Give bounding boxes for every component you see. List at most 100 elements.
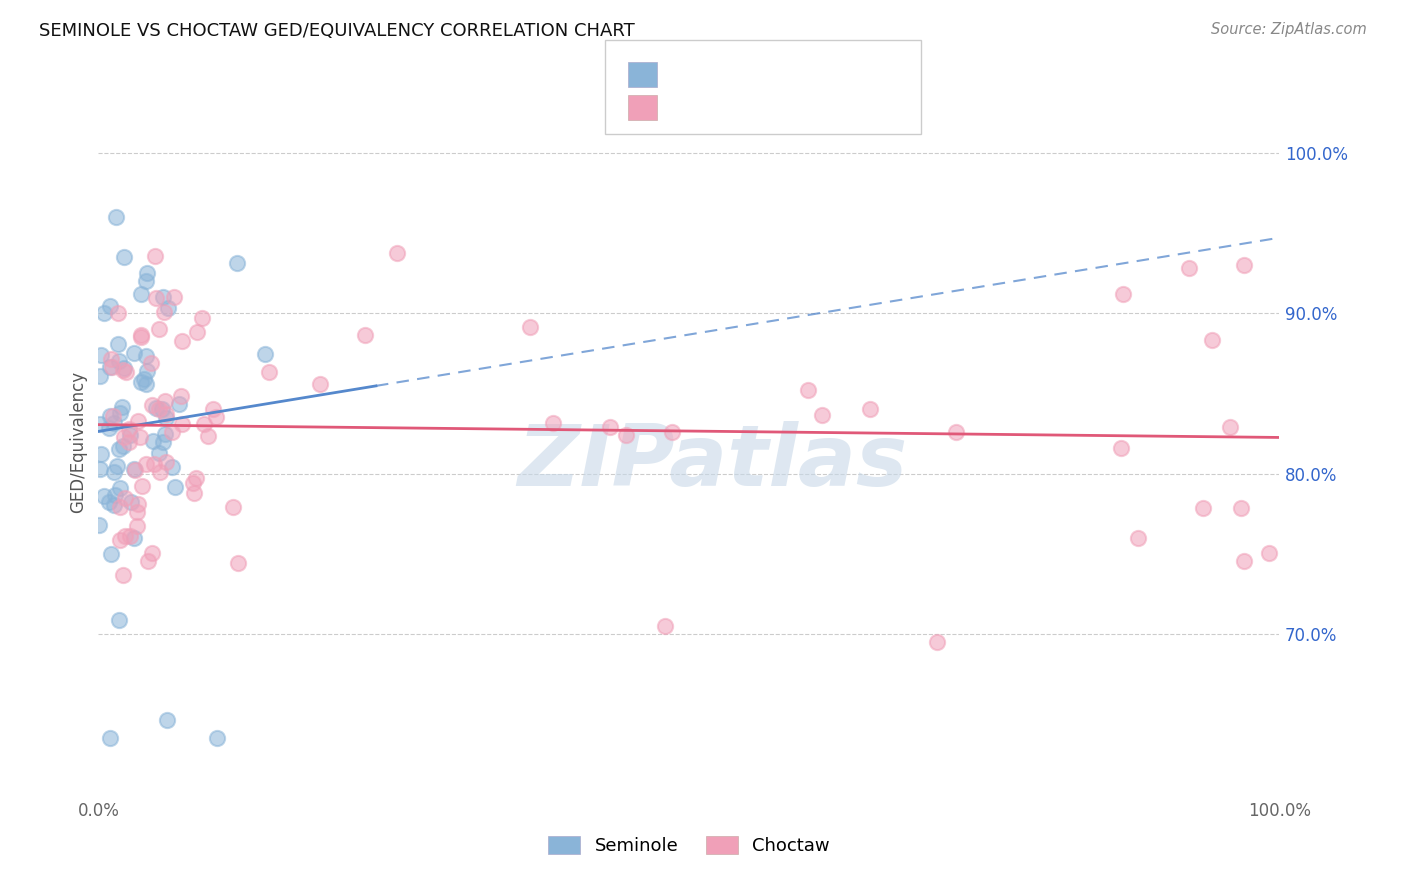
Point (152, 305, 174, 319)
Point (117, 434, 139, 449)
Point (155, 426, 177, 441)
Point (205, 731, 228, 745)
Point (614, 428, 637, 442)
Point (148, 446, 170, 460)
Point (135, 376, 157, 391)
Point (354, 327, 377, 342)
Point (127, 519, 149, 533)
Point (1112, 287, 1135, 301)
Point (141, 356, 163, 370)
Point (385, 245, 408, 260)
Point (108, 406, 131, 420)
Point (115, 366, 138, 380)
Point (925, 634, 948, 648)
Point (1126, 531, 1149, 545)
Text: N =: N = (763, 66, 815, 84)
Text: R =: R = (668, 66, 707, 84)
Point (149, 465, 172, 479)
Point (128, 430, 150, 444)
Point (98, 495, 121, 509)
Point (107, 305, 129, 319)
Point (98, 409, 121, 423)
Text: 60: 60 (806, 66, 831, 84)
Point (97, 421, 120, 435)
Y-axis label: GED/Equivalency: GED/Equivalency (69, 370, 87, 513)
Point (152, 435, 174, 450)
Point (120, 495, 142, 509)
Point (226, 556, 249, 570)
Point (103, 465, 125, 479)
Point (101, 409, 124, 423)
Point (191, 310, 214, 325)
Point (107, 354, 129, 368)
Point (122, 531, 145, 545)
Point (172, 417, 194, 431)
Point (308, 377, 330, 392)
Point (114, 491, 136, 505)
Point (661, 425, 683, 440)
Point (131, 479, 153, 493)
Point (183, 485, 205, 500)
Point (112, 363, 135, 377)
Point (98, 731, 121, 745)
Point (98, 299, 121, 313)
Text: SEMINOLE VS CHOCTAW GED/EQUIVALENCY CORRELATION CHART: SEMINOLE VS CHOCTAW GED/EQUIVALENCY CORR… (39, 22, 636, 40)
Point (127, 497, 149, 511)
Point (1229, 500, 1251, 515)
Point (186, 325, 208, 339)
Point (257, 365, 280, 379)
Point (167, 397, 190, 411)
Point (104, 488, 127, 502)
Point (156, 301, 179, 316)
Point (145, 401, 167, 415)
Point (108, 500, 131, 515)
Point (112, 251, 135, 265)
Point (155, 455, 177, 469)
Point (103, 416, 125, 430)
Point (100, 360, 122, 375)
Point (201, 402, 224, 417)
Point (599, 420, 621, 434)
Text: ZIPatlas: ZIPatlas (517, 421, 908, 504)
Point (160, 425, 183, 439)
Point (141, 545, 163, 559)
Point (118, 422, 141, 436)
Point (110, 533, 132, 548)
Point (150, 401, 173, 416)
Point (148, 402, 170, 417)
Point (111, 568, 134, 582)
Point (160, 459, 183, 474)
Legend: Seminole, Choctaw: Seminole, Choctaw (548, 836, 830, 855)
Point (89, 369, 111, 384)
Point (111, 401, 134, 415)
Point (1233, 259, 1256, 273)
Point (114, 529, 136, 543)
Point (135, 266, 157, 280)
Point (156, 713, 179, 727)
Point (1178, 260, 1201, 275)
Point (110, 481, 132, 495)
Point (184, 471, 207, 485)
Point (205, 409, 228, 424)
Point (136, 554, 159, 568)
Point (127, 505, 149, 519)
Point (654, 618, 676, 632)
Point (1201, 333, 1223, 347)
Point (859, 402, 882, 417)
Point (103, 498, 125, 512)
Point (519, 320, 541, 334)
Point (183, 476, 205, 491)
Point (543, 416, 565, 430)
Point (105, 458, 128, 473)
Point (108, 442, 131, 457)
Point (124, 463, 146, 477)
Point (100, 352, 122, 367)
Point (112, 360, 135, 375)
Point (122, 461, 145, 475)
Point (226, 256, 249, 270)
Point (222, 500, 245, 514)
Point (197, 429, 219, 443)
Text: 0.080: 0.080 (704, 66, 762, 84)
Point (945, 425, 967, 439)
Point (136, 364, 159, 378)
